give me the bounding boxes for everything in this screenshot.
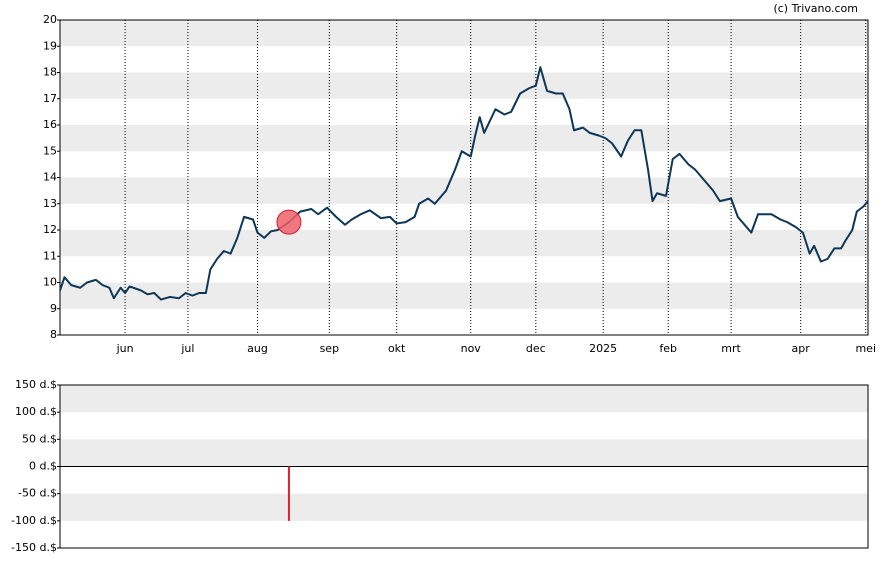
x-tick-label: jun — [116, 342, 134, 355]
grid-band — [60, 20, 868, 47]
x-tick-label: okt — [388, 342, 406, 355]
x-tick-label: nov — [461, 342, 482, 355]
x-tick-label: aug — [247, 342, 268, 355]
y-tick-label: -150 d.$ — [11, 541, 57, 554]
grid-band — [60, 439, 868, 467]
y-tick-label: 12 — [43, 223, 57, 236]
y-tick-label: 11 — [43, 249, 57, 262]
grid-band — [60, 385, 868, 413]
x-tick-label: 2025 — [589, 342, 617, 355]
grid-band — [60, 493, 868, 521]
credit: (c) Trivano.com — [773, 2, 858, 15]
y-tick-label: 10 — [43, 276, 57, 289]
y-tick-label: 14 — [43, 171, 57, 184]
y-tick-label: 9 — [50, 302, 57, 315]
x-tick-label: feb — [659, 342, 677, 355]
y-tick-label: 17 — [43, 92, 57, 105]
grid-band — [60, 177, 868, 204]
y-tick-label: 50 d.$ — [22, 432, 57, 445]
y-tick-label: 20 — [43, 13, 57, 26]
x-tick-label: mei — [855, 342, 876, 355]
x-tick-label: mrt — [721, 342, 741, 355]
trade-marker — [276, 209, 302, 235]
y-tick-label: 16 — [43, 118, 57, 131]
grid-band — [60, 230, 868, 257]
price-line — [59, 66, 869, 301]
y-tick-label: 19 — [43, 39, 57, 52]
y-tick-label: -100 d.$ — [11, 514, 57, 527]
x-tick-label: apr — [792, 342, 811, 355]
y-tick-label: 100 d.$ — [15, 405, 57, 418]
y-tick-label: 150 d.$ — [15, 378, 57, 391]
y-tick-label: 13 — [43, 197, 57, 210]
y-tick-label: -50 d.$ — [18, 487, 57, 500]
x-tick-label: jul — [180, 342, 194, 355]
x-tick-label: dec — [526, 342, 546, 355]
y-tick-label: 0 d.$ — [29, 460, 57, 473]
y-tick-label: 15 — [43, 144, 57, 157]
bar — [287, 466, 290, 521]
y-tick-label: 18 — [43, 66, 57, 79]
grid-band — [60, 125, 868, 152]
y-tick-label: 8 — [50, 328, 57, 341]
plot-frame — [59, 19, 869, 336]
grid-band — [60, 72, 868, 99]
x-tick-label: sep — [320, 342, 339, 355]
